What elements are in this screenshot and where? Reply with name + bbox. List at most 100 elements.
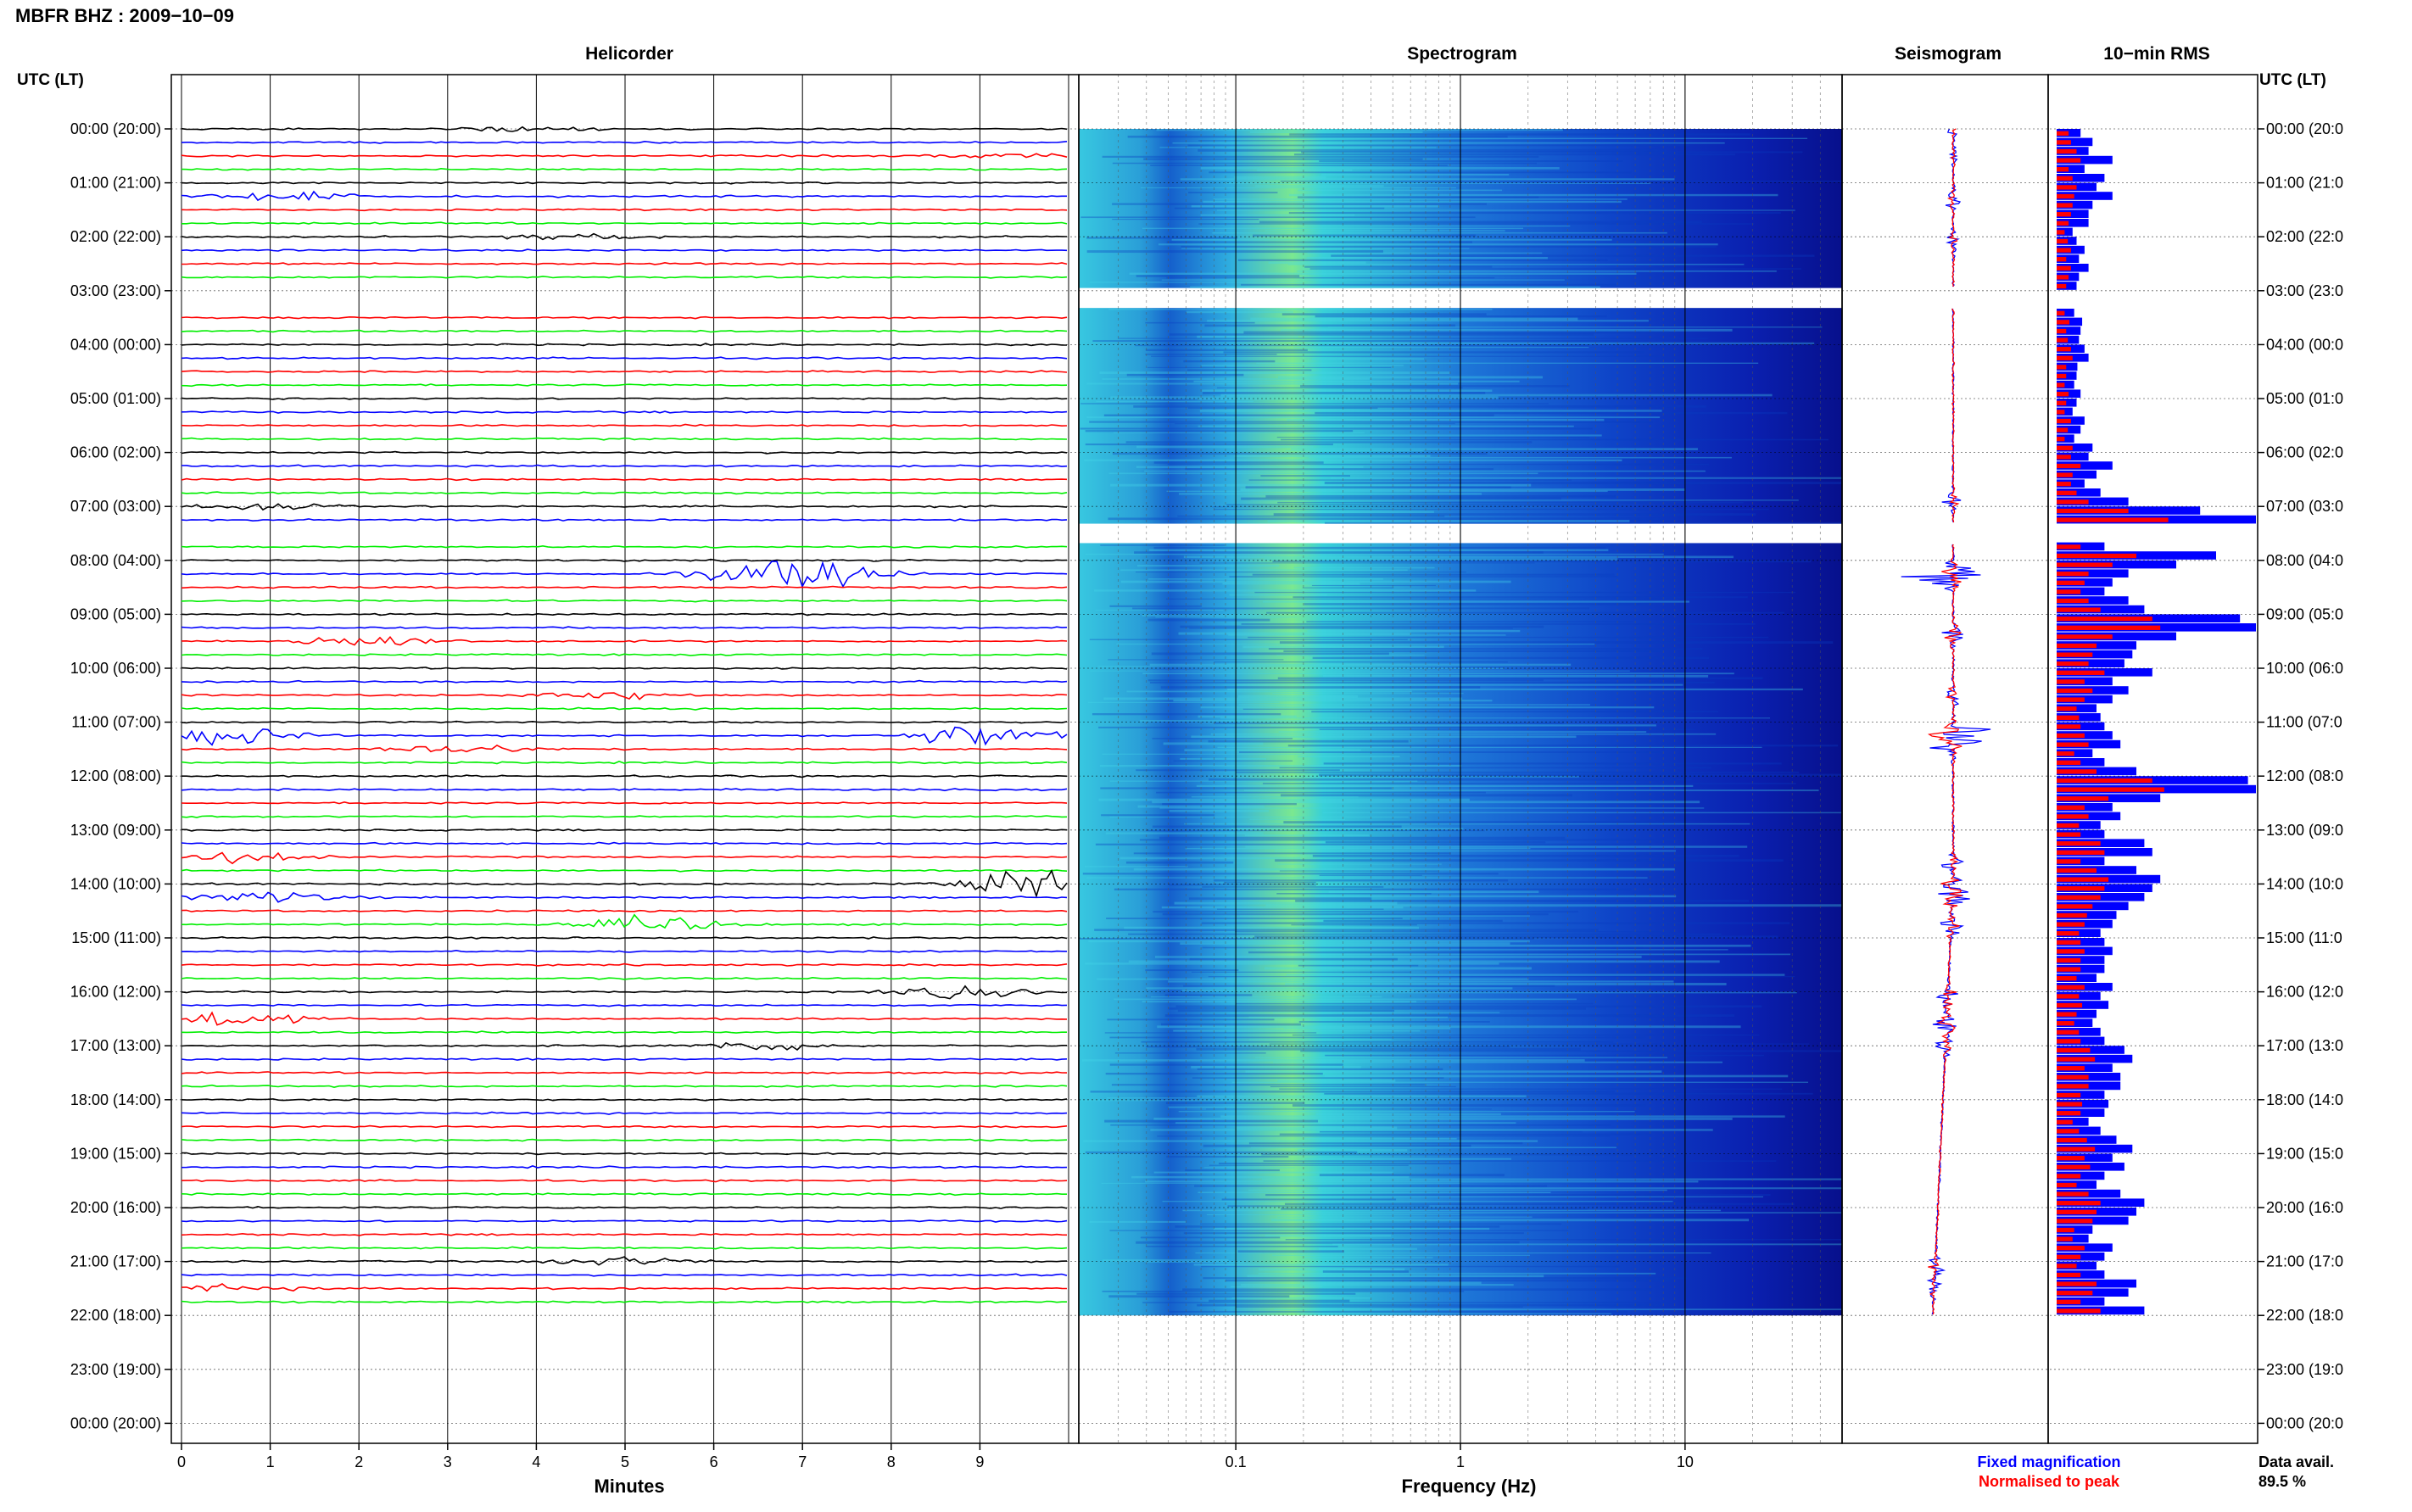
helicorder-trace (181, 518, 1068, 522)
spectrogram-streak (1168, 980, 1674, 983)
spectrogram-streak (1258, 1272, 1656, 1275)
hour-label-left: 07:00 (03:00) (70, 498, 161, 515)
rms-bar-normalised (2057, 275, 2069, 280)
spectrogram-streak (1234, 455, 1431, 458)
spectrogram-streak (1109, 605, 1202, 607)
rms-bar-normalised (2057, 859, 2081, 864)
rms-bar-normalised (2057, 625, 2161, 630)
helicorder-trace (181, 248, 1068, 252)
spectrogram-streak (1210, 733, 1717, 735)
spectrogram-streak (1206, 1108, 1492, 1110)
rms-bar-normalised (2057, 517, 2169, 522)
spectrogram-streak (1220, 1115, 1785, 1118)
spectrogram-streak (1214, 508, 1769, 511)
spectrogram-streak (1112, 452, 1488, 455)
rms-bar-normalised (2057, 463, 2081, 469)
spectrogram-streak (1185, 848, 1531, 850)
hour-label-left: 17:00 (13:00) (70, 1037, 161, 1054)
hour-label-right: 21:00 (17:0 (2266, 1253, 2343, 1270)
rms-bar-normalised (2057, 238, 2069, 244)
rms-bar-normalised (2057, 940, 2081, 945)
spectrogram-streak (1323, 919, 1503, 923)
spectrogram-streak (1302, 587, 1394, 589)
rms-bar-normalised (2057, 167, 2069, 172)
spectrogram-streak (1251, 1147, 1616, 1148)
hour-label-right: 14:00 (10:0 (2266, 875, 2343, 892)
spectrogram-streak (1102, 1258, 1229, 1262)
spectrogram-streak (1237, 259, 1608, 261)
spectrogram-streak (1169, 809, 1270, 812)
rms-bar-fixed (2057, 165, 2085, 173)
spectrogram-streak (1265, 494, 1616, 498)
spectrogram-streak (1086, 250, 1383, 254)
spectrogram-streak (1169, 333, 1594, 336)
spectrogram-streak (1128, 960, 1720, 963)
spectrogram-streak (1309, 268, 1801, 270)
spectrogram-streak (1236, 1002, 1594, 1005)
spectrogram-streak (1284, 1202, 1795, 1205)
rms-bar-normalised (2057, 967, 2081, 972)
seismogram-normalised-trace (1927, 128, 1963, 1315)
spectrogram-streak (1180, 758, 1267, 760)
rms-bar-normalised (2057, 1002, 2083, 1008)
spectrogram-streak (1322, 674, 1709, 678)
spectrogram-streak (1202, 389, 1493, 393)
rms-bar-normalised (2057, 661, 2089, 667)
spectrogram-streak (1146, 1046, 1510, 1048)
spectrogram-streak (1217, 746, 1762, 748)
spectrogram-streak (1248, 1189, 1667, 1191)
rms-bar-fixed (2057, 192, 2113, 200)
spectrogram-streak (1281, 1208, 1588, 1210)
spectrogram-streak (1293, 566, 1435, 569)
spectrogram-streak (1248, 479, 1572, 481)
data-avail-label: Data avail. (2258, 1453, 2334, 1470)
spectrogram-streak (1239, 751, 1664, 753)
spectrogram-streak (1153, 911, 1578, 913)
rms-bar-fixed (2057, 434, 2074, 443)
rms-bar-normalised (2057, 1182, 2077, 1188)
rms-bar-fixed (2057, 488, 2101, 497)
spectrogram-streak (1141, 1041, 1614, 1043)
spectrogram-streak (1203, 200, 1622, 204)
spectrogram-streak (1272, 560, 1812, 563)
spectrogram-streak (1209, 171, 1632, 174)
rms-bar-normalised (2057, 922, 2085, 927)
spectrogram-streak (1147, 366, 1392, 368)
spectrogram-streak (1162, 803, 1297, 806)
spectrogram-streak (1136, 565, 1280, 567)
spectrogram-streak (1169, 1310, 1628, 1313)
rms-bar-normalised (2057, 185, 2077, 190)
rms-bar-normalised (2057, 1156, 2085, 1161)
rms-bar-normalised (2057, 904, 2093, 909)
spectrogram-streak (1321, 174, 1510, 176)
frequency-tick-label: 0.1 (1226, 1453, 1247, 1470)
spectrogram-streak (1266, 611, 1784, 614)
rms-bar-normalised (2057, 1047, 2091, 1053)
spectrogram-streak (1311, 358, 1425, 360)
hour-label-right: 23:00 (19:0 (2266, 1361, 2343, 1378)
spectrogram-streak (1308, 456, 1732, 459)
helicorder-trace (181, 140, 1068, 144)
hour-label-left: 05:00 (01:00) (70, 390, 161, 407)
spectrogram-streak (1086, 382, 1459, 385)
spectrogram-streak (1328, 326, 1823, 328)
hour-label-left: 16:00 (12:00) (70, 984, 161, 1001)
spectrogram-streak (1198, 425, 1574, 427)
spectrogram-streak (1183, 555, 1734, 559)
spectrogram-streak (1147, 679, 1544, 682)
spectrogram-streak (1085, 444, 1333, 446)
spectrogram-streak (1254, 185, 1384, 187)
spectrogram-streak (1300, 385, 1570, 388)
spectrogram-streak (1304, 1137, 1457, 1140)
helicorder-trace (181, 503, 1068, 511)
spectrogram-streak (1172, 142, 1725, 144)
seismogram-fixed-trace (1901, 128, 1991, 1315)
rms-bar-normalised (2057, 617, 2152, 622)
spectrogram-streak (1083, 1140, 1538, 1142)
spectrogram-streak (1220, 393, 1773, 397)
rms-bar-normalised (2057, 1119, 2073, 1124)
spectrogram-streak (1150, 996, 1382, 998)
spectrogram-streak (1231, 1297, 1371, 1299)
spectrogram-streak (1145, 354, 1277, 355)
spectrogram-streak (1287, 418, 1605, 421)
